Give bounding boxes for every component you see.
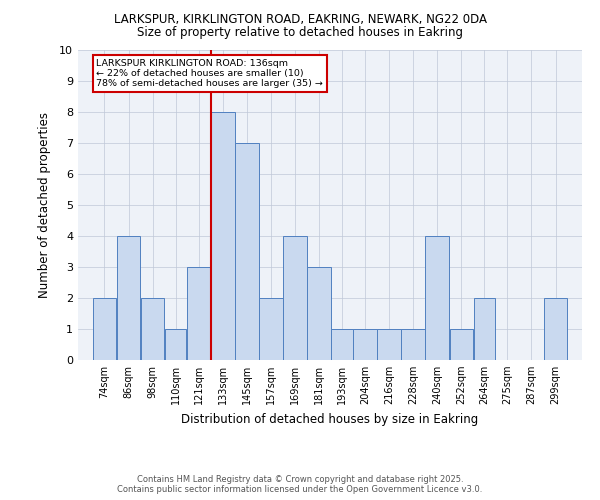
Bar (307, 267, 331, 360)
Bar (401, 329, 425, 360)
Bar (141, 298, 164, 360)
Bar (544, 298, 568, 360)
Bar (331, 329, 353, 360)
Bar (283, 236, 307, 360)
Text: LARKSPUR, KIRKLINGTON ROAD, EAKRING, NEWARK, NG22 0DA: LARKSPUR, KIRKLINGTON ROAD, EAKRING, NEW… (113, 12, 487, 26)
Bar (377, 329, 401, 360)
Bar (473, 298, 495, 360)
Text: Contains HM Land Registry data © Crown copyright and database right 2025.
Contai: Contains HM Land Registry data © Crown c… (118, 474, 482, 494)
Bar (353, 329, 377, 360)
Text: Size of property relative to detached houses in Eakring: Size of property relative to detached ho… (137, 26, 463, 39)
Y-axis label: Number of detached properties: Number of detached properties (38, 112, 51, 298)
Bar (92, 298, 116, 360)
Bar (449, 329, 473, 360)
Bar (211, 112, 235, 360)
X-axis label: Distribution of detached houses by size in Eakring: Distribution of detached houses by size … (181, 412, 479, 426)
Bar (235, 143, 259, 360)
Bar (425, 236, 449, 360)
Text: LARKSPUR KIRKLINGTON ROAD: 136sqm
← 22% of detached houses are smaller (10)
78% : LARKSPUR KIRKLINGTON ROAD: 136sqm ← 22% … (97, 58, 323, 88)
Bar (259, 298, 283, 360)
Bar (165, 329, 187, 360)
Bar (117, 236, 140, 360)
Bar (187, 267, 211, 360)
